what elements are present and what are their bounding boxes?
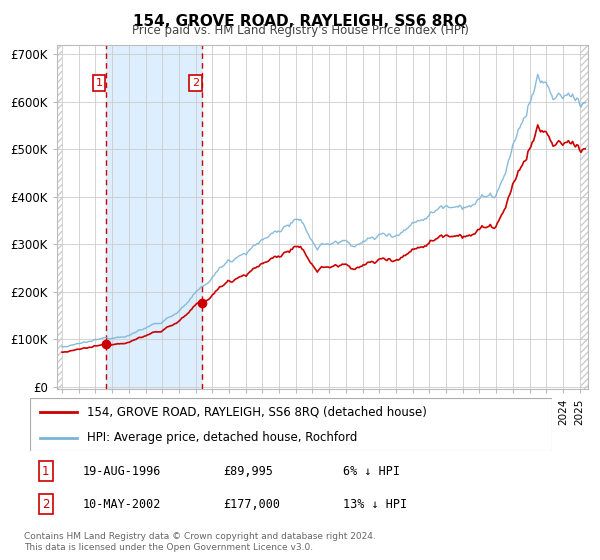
Text: £177,000: £177,000: [223, 497, 280, 511]
Text: 13% ↓ HPI: 13% ↓ HPI: [343, 497, 407, 511]
Text: 19-AUG-1996: 19-AUG-1996: [82, 465, 161, 478]
Text: 10-MAY-2002: 10-MAY-2002: [82, 497, 161, 511]
Text: 1: 1: [42, 465, 49, 478]
FancyBboxPatch shape: [30, 398, 552, 451]
Bar: [57, 45, 62, 389]
Text: Price paid vs. HM Land Registry's House Price Index (HPI): Price paid vs. HM Land Registry's House …: [131, 24, 469, 37]
Text: 154, GROVE ROAD, RAYLEIGH, SS6 8RQ: 154, GROVE ROAD, RAYLEIGH, SS6 8RQ: [133, 14, 467, 29]
Text: Contains HM Land Registry data © Crown copyright and database right 2024.: Contains HM Land Registry data © Crown c…: [24, 532, 376, 541]
Text: 2: 2: [192, 78, 199, 88]
Text: £89,995: £89,995: [223, 465, 273, 478]
Text: This data is licensed under the Open Government Licence v3.0.: This data is licensed under the Open Gov…: [24, 543, 313, 552]
Bar: [106, 45, 202, 389]
Text: HPI: Average price, detached house, Rochford: HPI: Average price, detached house, Roch…: [88, 431, 358, 444]
Text: 154, GROVE ROAD, RAYLEIGH, SS6 8RQ (detached house): 154, GROVE ROAD, RAYLEIGH, SS6 8RQ (deta…: [88, 406, 427, 419]
Text: 2: 2: [42, 497, 49, 511]
Text: 6% ↓ HPI: 6% ↓ HPI: [343, 465, 400, 478]
Bar: [580, 45, 588, 389]
Text: 1: 1: [95, 78, 103, 88]
